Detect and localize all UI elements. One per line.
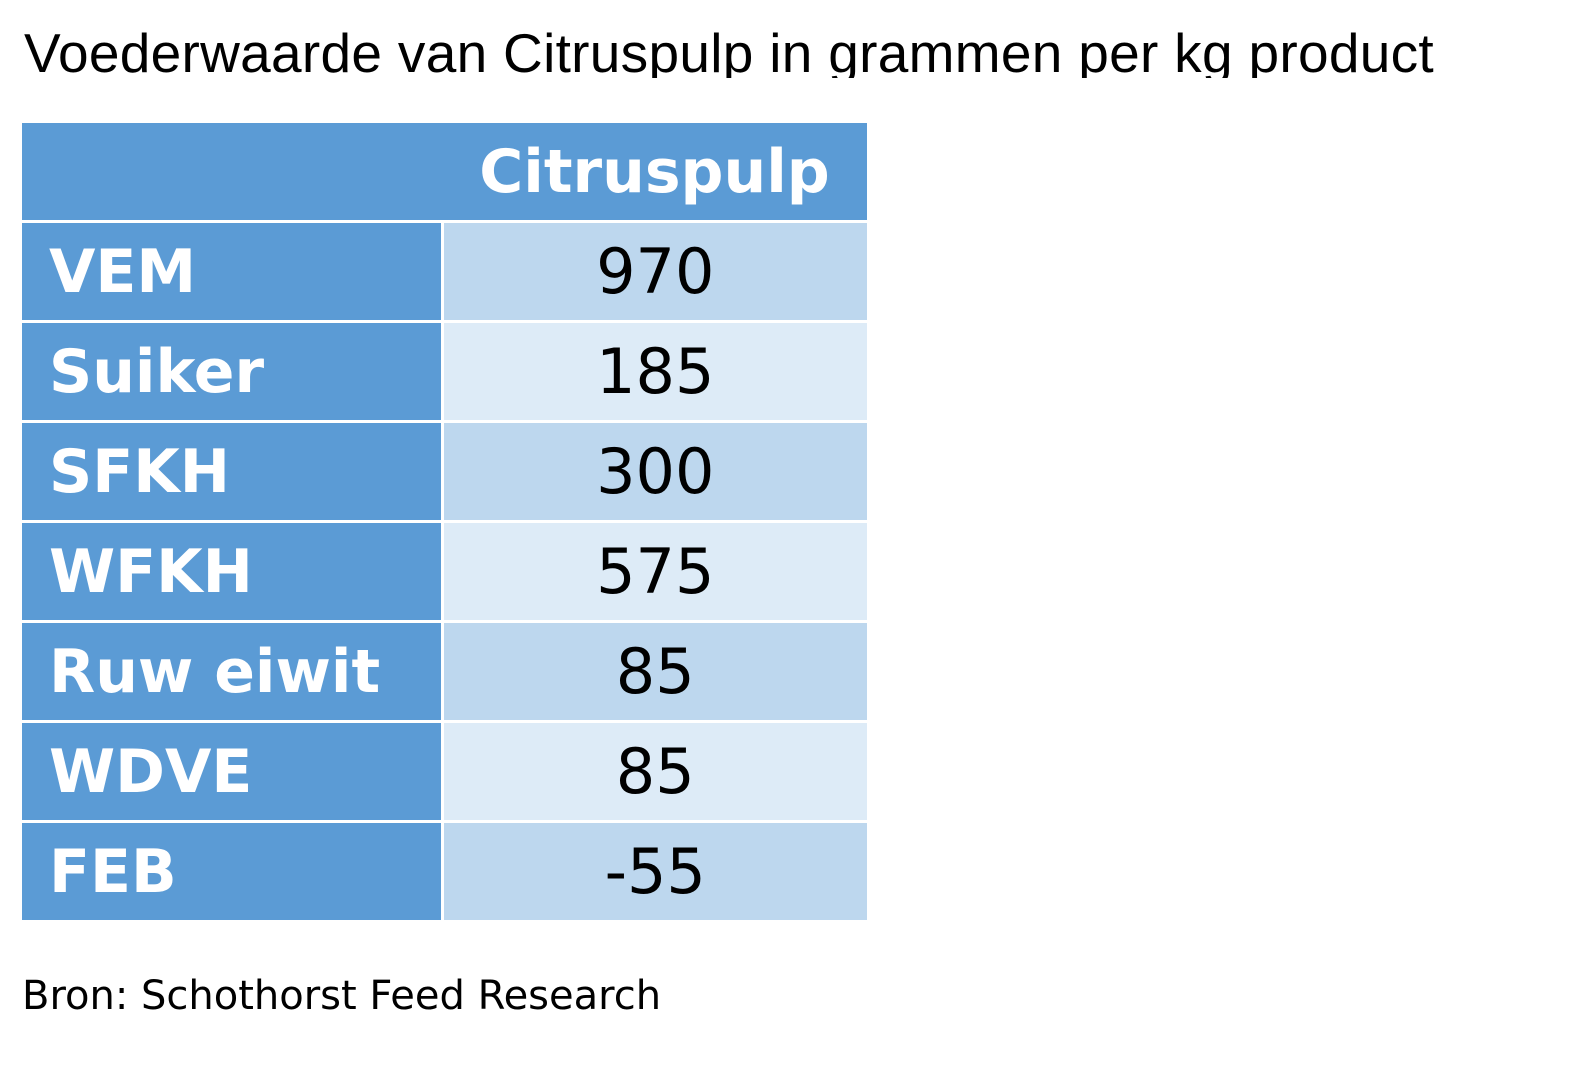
table-row: Suiker 185	[22, 321, 867, 423]
table-row: FEB -55	[22, 821, 867, 920]
source-note: Bron: Schothorst Feed Research	[22, 973, 662, 1019]
row-label: WDVE	[22, 721, 444, 823]
row-label: WFKH	[22, 521, 444, 623]
table-row: VEM 970	[22, 221, 867, 323]
row-label: Ruw eiwit	[22, 621, 444, 723]
row-value: 300	[442, 421, 867, 523]
feed-value-table: Citruspulp VEM 970 Suiker 185 SFKH 300 WFKH 575…	[22, 123, 867, 920]
row-value: 85	[442, 621, 867, 723]
row-label: VEM	[22, 221, 444, 323]
table-row: Ruw eiwit 85	[22, 621, 867, 723]
table-row: WFKH 575	[22, 521, 867, 623]
table-header-row: Citruspulp	[22, 123, 867, 223]
header-empty-cell	[22, 123, 442, 223]
row-value: 185	[442, 321, 867, 423]
table-row: SFKH 300	[22, 421, 867, 523]
table-row: WDVE 85	[22, 721, 867, 823]
header-citruspulp: Citruspulp	[442, 123, 867, 223]
table-body: VEM 970 Suiker 185 SFKH 300 WFKH 575 Ruw eiwit 85…	[22, 221, 867, 920]
row-label: SFKH	[22, 421, 444, 523]
row-value: 970	[442, 221, 867, 323]
row-value: 85	[442, 721, 867, 823]
row-value: 575	[442, 521, 867, 623]
page-title: Voederwaarde van Citruspulp in grammen p…	[24, 22, 1434, 78]
row-label: FEB	[22, 821, 444, 920]
row-value: -55	[442, 821, 867, 920]
row-label: Suiker	[22, 321, 444, 423]
